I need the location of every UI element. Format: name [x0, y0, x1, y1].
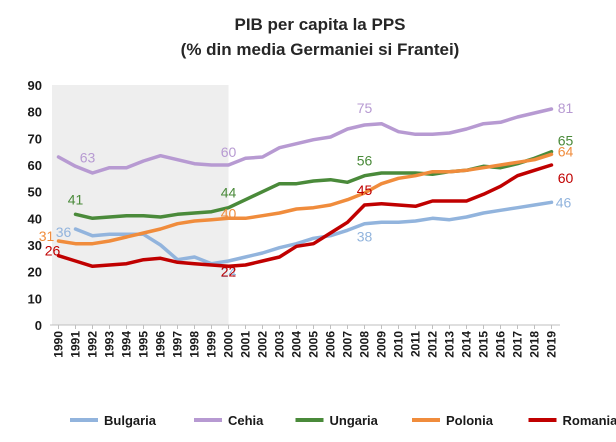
legend-label: Polonia [446, 413, 494, 428]
x-tick-label: 2010 [392, 331, 406, 358]
chart-title: PIB per capita la PPS [234, 15, 405, 34]
x-tick-label: 1992 [86, 331, 100, 358]
x-tick-label: 1991 [69, 331, 83, 358]
x-tick-label: 1995 [137, 331, 151, 358]
y-tick-label: 0 [35, 318, 42, 333]
x-tick-label: 2000 [222, 331, 236, 358]
legend-label: Cehia [228, 413, 264, 428]
x-tick-label: 1994 [120, 331, 134, 358]
data-label: 75 [357, 100, 373, 116]
data-label: 44 [221, 185, 237, 201]
x-tick-label: 1993 [103, 331, 117, 358]
x-tick-label: 2019 [545, 331, 559, 358]
data-label: 63 [80, 149, 96, 165]
x-tick-label: 2001 [239, 331, 253, 358]
data-label: 26 [45, 243, 61, 259]
data-label: 31 [39, 228, 55, 244]
legend: Bulgaria Cehia Ungaria Polonia Romania [70, 413, 616, 428]
chart-subtitle: (% din media Germaniei si Frantei) [181, 40, 460, 59]
x-tick-label: 2014 [460, 331, 474, 358]
x-tick-label: 1998 [188, 331, 202, 358]
legend-item-cehia: Cehia [194, 413, 264, 428]
data-label: 60 [558, 170, 574, 186]
data-label: 36 [56, 224, 72, 240]
x-tick-label: 2016 [494, 331, 508, 358]
x-tick-label: 2007 [341, 331, 355, 358]
data-label: 38 [357, 229, 373, 245]
data-label: 64 [558, 143, 574, 159]
legend-item-romania: Romania [528, 413, 616, 428]
y-tick-label: 40 [28, 211, 42, 226]
x-tick-label: 2011 [409, 331, 423, 357]
data-label: 56 [357, 153, 373, 169]
x-tick-label: 2015 [477, 331, 491, 358]
x-tick-label: 2002 [256, 331, 270, 358]
x-tick-label: 2004 [290, 331, 304, 358]
legend-item-ungaria: Ungaria [295, 413, 379, 428]
data-label: 46 [556, 194, 572, 210]
legend-label: Bulgaria [104, 413, 157, 428]
data-label: 81 [558, 100, 574, 116]
x-tick-label: 2009 [375, 331, 389, 358]
x-tick-label: 2017 [511, 331, 525, 358]
legend-item-polonia: Polonia [412, 413, 494, 428]
y-tick-label: 70 [28, 131, 42, 146]
x-tick-label: 1997 [171, 331, 185, 358]
data-label: 22 [221, 263, 237, 279]
series-line-cehia [56, 107, 554, 175]
x-tick-label: 2006 [324, 331, 338, 358]
data-label: 41 [68, 191, 84, 207]
x-tick-label: 2012 [426, 331, 440, 358]
legend-item-bulgaria: Bulgaria [70, 413, 157, 428]
x-tick-label: 2005 [307, 331, 321, 358]
x-tick-label: 1999 [205, 331, 219, 358]
data-label: 24 [221, 264, 237, 280]
data-label: 60 [221, 144, 237, 160]
y-tick-label: 90 [28, 78, 42, 93]
series-line-romania [56, 163, 554, 269]
x-tick-label: 1990 [52, 331, 66, 358]
x-tick-label: 2008 [358, 331, 372, 358]
y-tick-label: 50 [28, 185, 42, 200]
x-tick-label: 1996 [154, 331, 168, 358]
series-line-polonia [56, 152, 554, 246]
y-tick-label: 30 [28, 238, 42, 253]
shaded-region [52, 85, 229, 325]
x-tick-label: 2013 [443, 331, 457, 358]
data-label: 40 [221, 205, 237, 221]
x-tick-label: 2003 [273, 331, 287, 358]
legend-label: Ungaria [330, 413, 379, 428]
y-tick-label: 10 [28, 291, 42, 306]
data-label: 65 [558, 133, 574, 149]
y-tick-label: 80 [28, 105, 42, 120]
legend-label: Romania [563, 413, 616, 428]
y-tick-label: 20 [28, 265, 42, 280]
y-tick-label: 60 [28, 158, 42, 173]
series-line-bulgaria [73, 200, 554, 266]
x-tick-label: 2018 [528, 331, 542, 358]
data-label: 45 [357, 182, 373, 198]
